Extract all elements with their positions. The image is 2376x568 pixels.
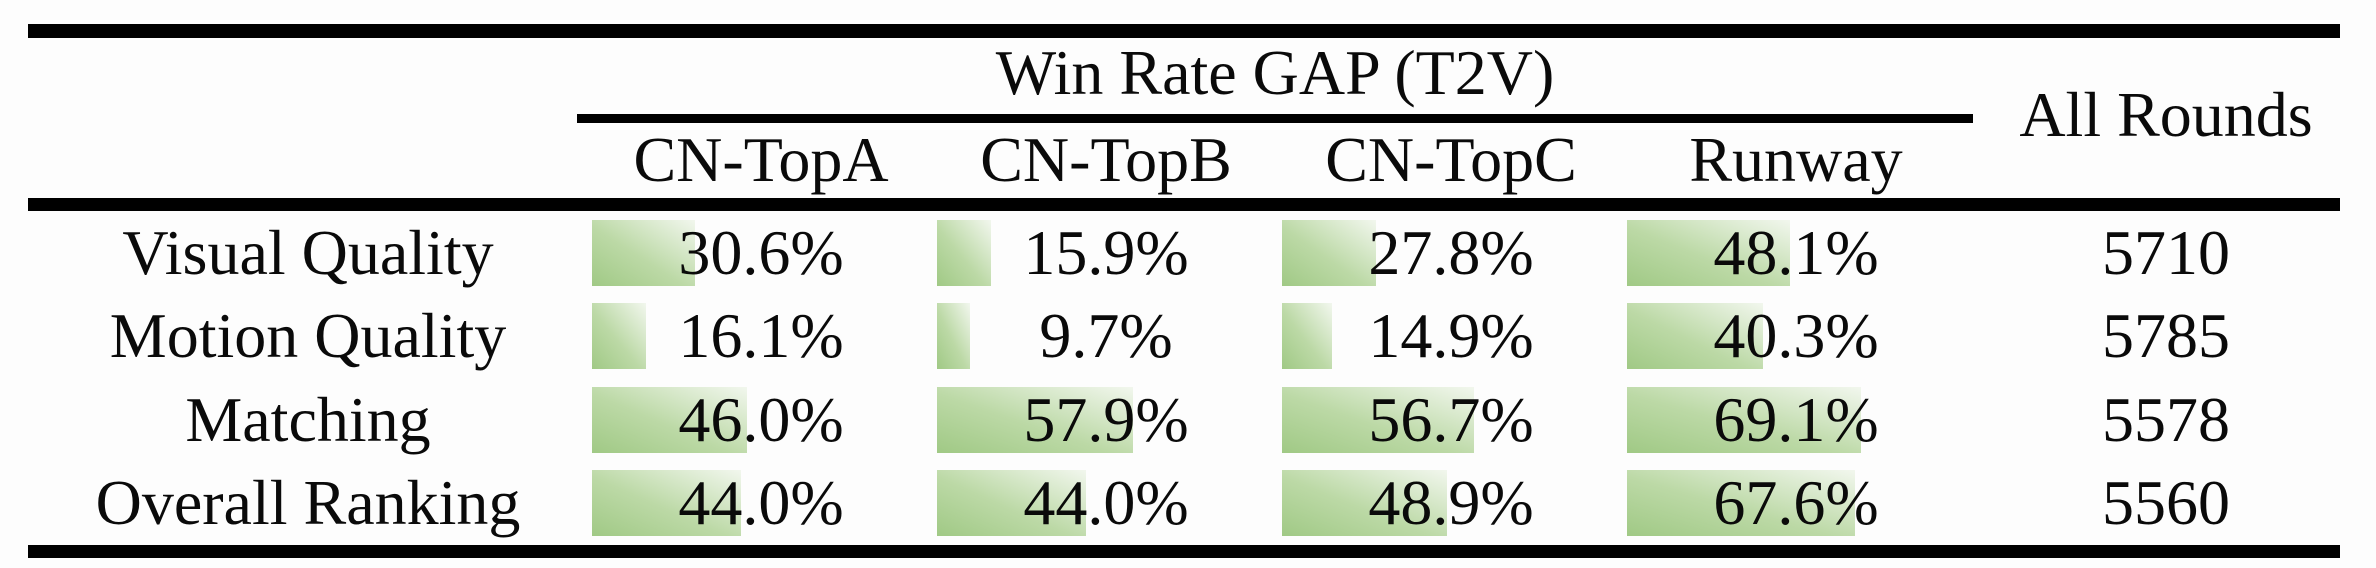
- win-rate-value: 44.0%: [678, 467, 844, 539]
- group-header-title: Win Rate GAP (T2V): [995, 37, 1555, 108]
- win-rate-value: 14.9%: [1368, 300, 1534, 372]
- column-header-cn-topa: CN-TopA: [633, 124, 889, 195]
- win-rate-value: 15.9%: [1023, 216, 1189, 288]
- row-label: Matching: [185, 383, 431, 455]
- row-label: Overall Ranking: [95, 467, 521, 539]
- win-rate-value: 27.8%: [1368, 216, 1534, 288]
- win-rate-cell: 14.9%: [1282, 295, 1620, 379]
- win-rate-cell: 46.0%: [592, 378, 930, 462]
- all-rounds-value: 5578: [2102, 383, 2230, 455]
- win-rate-value: 48.9%: [1368, 467, 1534, 539]
- column-header-all-rounds: All Rounds: [2019, 79, 2313, 150]
- win-rate-cell: 48.1%: [1627, 211, 1965, 295]
- win-rate-bar: [1282, 386, 1474, 453]
- win-rate-value: 30.6%: [678, 216, 844, 288]
- row-label: Visual Quality: [122, 216, 494, 288]
- win-rate-bar: [937, 219, 991, 286]
- win-rate-value: 48.1%: [1713, 216, 1879, 288]
- win-rate-bar: [592, 219, 696, 286]
- win-rate-bar: [592, 303, 647, 370]
- win-rate-bar: [937, 386, 1133, 453]
- table-rule-header-bottom: [28, 198, 2340, 211]
- win-rate-bar: [1627, 219, 1790, 286]
- win-rate-bar: [1282, 470, 1448, 537]
- table-rule-top: [28, 24, 2340, 38]
- win-rate-cell: 15.9%: [937, 211, 1275, 295]
- win-rate-cell: 67.6%: [1627, 462, 1965, 546]
- win-rate-bar: [1627, 470, 1856, 537]
- column-header-runway: Runway: [1689, 124, 1903, 195]
- win-rate-cell: 57.9%: [937, 378, 1275, 462]
- win-rate-value: 57.9%: [1023, 383, 1189, 455]
- table-body: Visual Quality 30.6% 15.9% 27.8% 48.1% 5…: [0, 211, 2376, 545]
- win-rate-value: 44.0%: [1023, 467, 1189, 539]
- table-rule-group-underline: [577, 114, 1973, 123]
- win-rate-value: 67.6%: [1713, 467, 1879, 539]
- win-rate-cell: 27.8%: [1282, 211, 1620, 295]
- win-rate-cell: 56.7%: [1282, 378, 1620, 462]
- win-rate-bar: [937, 303, 970, 370]
- win-rate-value: 56.7%: [1368, 383, 1534, 455]
- win-rate-cell: 44.0%: [592, 462, 930, 546]
- win-rate-value: 16.1%: [678, 300, 844, 372]
- win-rate-cell: 9.7%: [937, 295, 1275, 379]
- table-row: Motion Quality 16.1% 9.7% 14.9% 40.3% 57…: [0, 295, 2376, 379]
- win-rate-cell: 30.6%: [592, 211, 930, 295]
- table-row: Matching 46.0% 57.9% 56.7% 69.1% 5578: [0, 378, 2376, 462]
- all-rounds-value: 5785: [2102, 300, 2230, 372]
- win-rate-bar: [1282, 303, 1333, 370]
- table-rule-bottom: [28, 545, 2340, 558]
- win-rate-bar: [592, 386, 748, 453]
- win-rate-bar: [937, 470, 1086, 537]
- win-rate-cell: 44.0%: [937, 462, 1275, 546]
- win-rate-value: 40.3%: [1713, 300, 1879, 372]
- all-rounds-value: 5560: [2102, 467, 2230, 539]
- win-rate-bar: [592, 470, 741, 537]
- row-label: Motion Quality: [109, 300, 507, 372]
- win-rate-cell: 16.1%: [592, 295, 930, 379]
- table-row: Overall Ranking 44.0% 44.0% 48.9% 67.6% …: [0, 462, 2376, 546]
- win-rate-value: 46.0%: [678, 383, 844, 455]
- win-rate-bar: [1627, 386, 1861, 453]
- column-header-cn-topb: CN-TopB: [980, 124, 1232, 195]
- win-rate-cell: 40.3%: [1627, 295, 1965, 379]
- win-rate-cell: 48.9%: [1282, 462, 1620, 546]
- column-header-cn-topc: CN-TopC: [1325, 124, 1577, 195]
- win-rate-value: 9.7%: [1039, 300, 1173, 372]
- all-rounds-value: 5710: [2102, 216, 2230, 288]
- win-rate-bar: [1627, 303, 1764, 370]
- table-row: Visual Quality 30.6% 15.9% 27.8% 48.1% 5…: [0, 211, 2376, 295]
- win-rate-value: 69.1%: [1713, 383, 1879, 455]
- win-rate-bar: [1282, 219, 1376, 286]
- win-rate-cell: 69.1%: [1627, 378, 1965, 462]
